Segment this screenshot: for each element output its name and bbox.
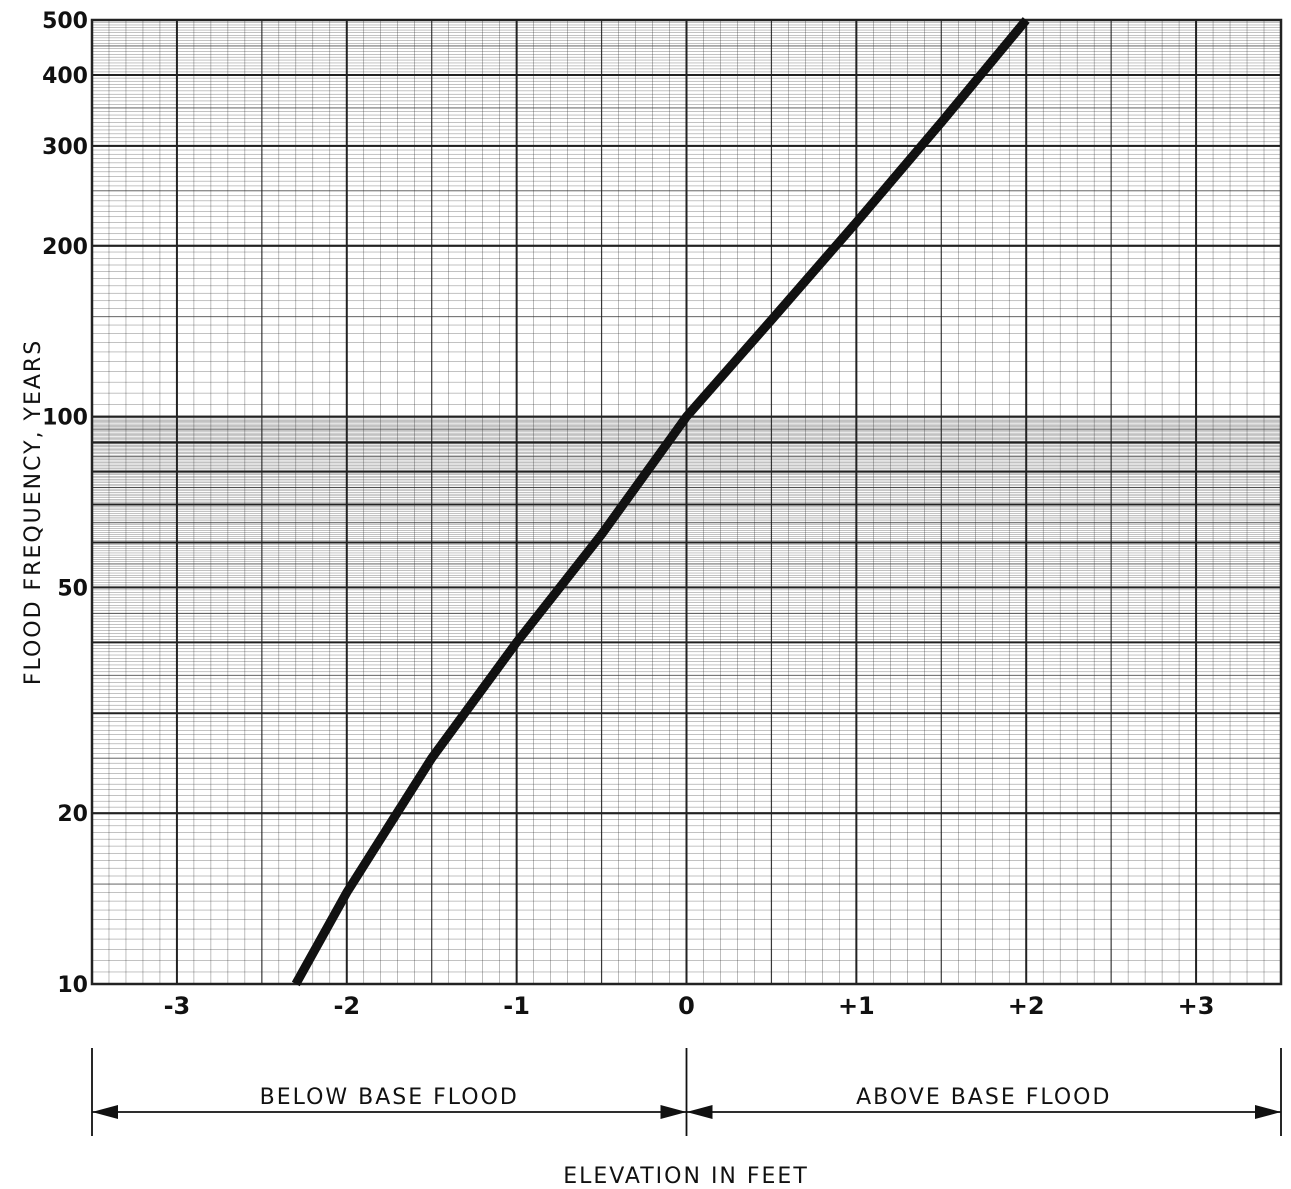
region-label: ABOVE BASE FLOOD	[856, 1085, 1111, 1110]
x-tick-label: 0	[678, 992, 695, 1020]
region-annotations: BELOW BASE FLOOD ABOVE BASE FLOOD	[91, 1048, 1282, 1136]
x-tick-label: -3	[164, 992, 191, 1020]
grid	[90, 18, 1283, 986]
y-tick-label: 10	[57, 973, 88, 998]
series	[291, 17, 1030, 987]
x-tick-label: -2	[333, 992, 360, 1020]
y-tick-labels: 10 20 50 100 200 300 400 500	[42, 9, 88, 998]
y-tick-label: 50	[57, 576, 88, 601]
series-line	[291, 17, 1030, 987]
arrowhead-left	[92, 1105, 118, 1119]
x-axis-label: ELEVATION IN FEET	[563, 1164, 809, 1189]
x-tick-label: +3	[1178, 992, 1215, 1020]
x-tick-label: +2	[1008, 992, 1045, 1020]
y-tick-label: 300	[42, 135, 88, 160]
arrowhead-left	[686, 1105, 713, 1119]
y-tick-label: 200	[42, 235, 88, 260]
x-tick-label: +1	[838, 992, 875, 1020]
arrowhead-right	[1255, 1105, 1281, 1119]
x-tick-labels: -3 -2 -1 0 +1 +2 +3	[164, 992, 1215, 1020]
y-tick-label: 500	[42, 9, 88, 34]
y-tick-label: 20	[57, 802, 88, 827]
region-label: BELOW BASE FLOOD	[260, 1085, 519, 1110]
x-tick-label: -1	[503, 992, 530, 1020]
y-tick-label: 400	[42, 64, 88, 89]
y-axis-label: FLOOD FREQUENCY, YEARS	[21, 339, 46, 685]
arrowhead-right	[660, 1105, 687, 1119]
y-tick-label: 100	[42, 406, 88, 431]
